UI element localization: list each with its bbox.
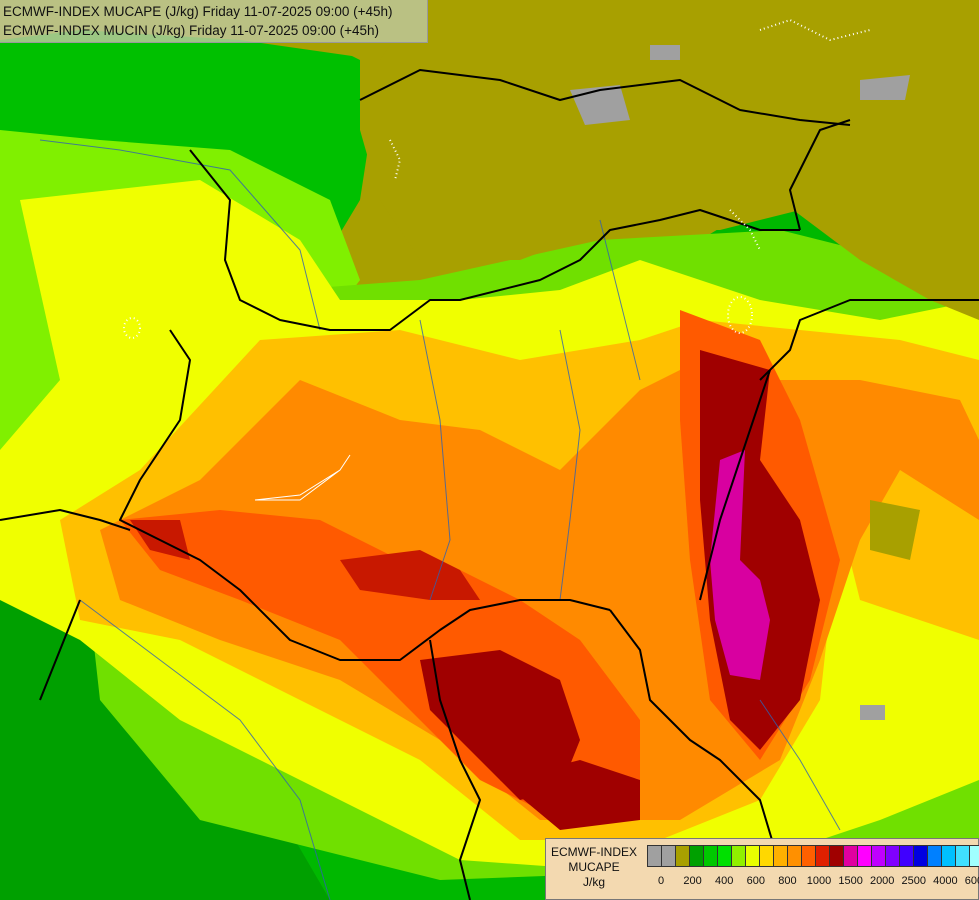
legend-tick-label: 800	[778, 875, 797, 887]
legend-title-line: MUCAPE	[568, 860, 620, 874]
legend-swatch	[872, 846, 886, 866]
gray-patch	[860, 705, 885, 720]
legend-swatch	[970, 846, 979, 866]
red-region	[340, 550, 480, 600]
gray-patch	[860, 75, 910, 100]
legend-swatch	[732, 846, 746, 866]
gray-patch	[650, 45, 680, 60]
legend-swatch	[718, 846, 732, 866]
gray-patch	[570, 85, 630, 125]
legend-swatch	[690, 846, 704, 866]
olive-region	[780, 200, 979, 320]
legend-tick-label: 2000	[869, 875, 895, 887]
legend-swatch	[942, 846, 956, 866]
legend-swatch	[928, 846, 942, 866]
legend-tick-label: 2500	[901, 875, 927, 887]
legend-tick-label: 1500	[838, 875, 863, 887]
legend-tick-label: 200	[683, 875, 702, 887]
dark-red-region	[500, 760, 640, 830]
legend-swatch	[704, 846, 718, 866]
header-line-mucape: ECMWF-INDEX MUCAPE (J/kg) Friday 11-07-2…	[3, 4, 393, 19]
legend-swatch	[858, 846, 872, 866]
legend-tick-label: 600	[746, 875, 765, 887]
legend-swatch	[760, 846, 774, 866]
legend-tick-label: 6000	[964, 875, 979, 887]
legend-title: ECMWF-INDEX MUCAPE J/kg	[546, 845, 642, 890]
legend-ticks: 0 200 400 600 800 1000 1500 2000 2500 4000 6000	[647, 871, 979, 891]
legend-swatch	[956, 846, 970, 866]
legend-swatch	[900, 846, 914, 866]
header-line-mucin: ECMWF-INDEX MUCIN (J/kg) Friday 11-07-20…	[3, 23, 379, 38]
legend-swatch	[914, 846, 928, 866]
legend-swatch	[676, 846, 690, 866]
legend-swatch	[886, 846, 900, 866]
legend-tick-label: 0	[657, 875, 665, 887]
legend-tick-label: 4000	[933, 875, 958, 887]
legend-swatch	[830, 846, 844, 866]
map-header: ECMWF-INDEX MUCAPE (J/kg) Friday 11-07-2…	[0, 0, 428, 43]
legend-tick-label: 1000	[806, 875, 832, 887]
legend-swatch	[648, 846, 662, 866]
legend-swatch	[844, 846, 858, 866]
legend-swatch	[662, 846, 676, 866]
dark-red-region	[420, 650, 580, 800]
legend-swatch	[746, 846, 760, 866]
olive-region	[870, 500, 920, 560]
legend-swatch	[816, 846, 830, 866]
olive-region	[360, 50, 979, 300]
legend-swatch	[774, 846, 788, 866]
color-legend: ECMWF-INDEX MUCAPE J/kg 0 200 400 600 800 100…	[545, 838, 979, 900]
legend-title-line: ECMWF-INDEX	[551, 845, 637, 859]
legend-title-line: J/kg	[582, 875, 605, 889]
legend-tick-label: 400	[715, 875, 734, 887]
legend-swatch	[802, 846, 816, 866]
legend-swatch	[788, 846, 802, 866]
legend-swatches	[647, 845, 979, 867]
